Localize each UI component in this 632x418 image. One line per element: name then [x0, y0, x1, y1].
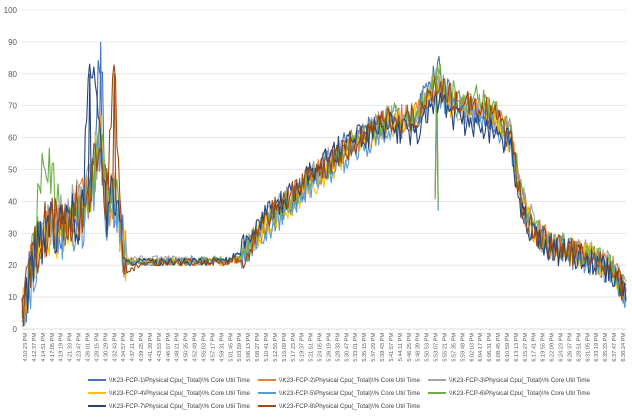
x-tick-label: 4:28:15 PM: [94, 333, 100, 362]
legend-label-5: \\K23-FCP-5\Physical Cpu(_Total)\% Core …: [279, 390, 421, 397]
y-tick-label: 40: [8, 197, 17, 206]
x-tick-label: 6:37:47 PM: [612, 333, 618, 362]
y-tick-label: 10: [8, 293, 17, 302]
x-tick-label: 5:48:39 PM: [416, 333, 422, 362]
x-tick-label: 4:10:23 PM: [23, 333, 29, 362]
x-tick-label: 5:21:51 PM: [309, 333, 315, 362]
x-tick-label: 5:46:25 PM: [407, 333, 413, 362]
series-8-peak: [112, 73, 117, 202]
series-6-peak: [434, 73, 439, 202]
x-tick-label: 4:46:07 PM: [166, 333, 172, 362]
x-tick-label: 5:33:01 PM: [353, 333, 359, 362]
y-tick-label: 90: [8, 38, 17, 47]
x-tick-label: 5:24:05 PM: [318, 333, 324, 362]
y-tick-label: 20: [8, 261, 17, 270]
x-tick-label: 4:57:17 PM: [210, 333, 216, 362]
x-tick-label: 4:14:51 PM: [41, 333, 47, 362]
x-tick-label: 5:41:57 PM: [389, 333, 395, 362]
x-tick-label: 4:32:43 PM: [112, 333, 118, 362]
x-tick-label: 4:37:11 PM: [130, 333, 136, 362]
x-tick-label: 5:15:09 PM: [282, 333, 288, 362]
series-line-8: [21, 64, 627, 327]
x-tick-label: 4:39:25 PM: [139, 333, 145, 362]
x-tick-label: 4:41:39 PM: [148, 333, 154, 362]
x-tick-label: 6:28:51 PM: [576, 333, 582, 362]
x-tick-label: 6:38:24 PM: [621, 333, 627, 362]
x-tick-label: 5:19:37 PM: [300, 333, 306, 362]
x-tick-label: 5:44:11 PM: [398, 333, 404, 362]
x-tick-label: 6:02:03 PM: [469, 333, 475, 362]
series-lines: [21, 41, 627, 327]
x-tick-label: 6:08:45 PM: [496, 333, 502, 362]
x-tick-label: 4:52:49 PM: [193, 333, 199, 362]
x-tick-label: 6:35:33 PM: [603, 333, 609, 362]
x-tick-label: 4:12:37 PM: [32, 333, 38, 362]
x-tick-label: 6:10:59 PM: [505, 333, 511, 362]
x-tick-label: 5:08:27 PM: [255, 333, 261, 362]
x-tick-label: 4:48:21 PM: [175, 333, 181, 362]
x-tick-label: 5:26:19 PM: [326, 333, 332, 362]
x-tick-label: 4:50:35 PM: [184, 333, 190, 362]
legend-label-1: \\K23-FCP-1\Physical Cpu(_Total)\% Core …: [109, 377, 251, 384]
legend-label-3: \\K23-FCP-3\Physical Cpu(_Total)\% Core …: [449, 377, 591, 384]
x-tick-label: 5:06:13 PM: [246, 333, 252, 362]
x-tick-label: 4:43:53 PM: [157, 333, 163, 362]
x-tick-label: 6:17:41 PM: [532, 333, 538, 362]
y-tick-label: 100: [4, 6, 18, 15]
x-tick-label: 6:33:19 PM: [594, 333, 600, 362]
y-axis-labels: 0 10 20 30 40 50 60 70 80 90 100: [4, 6, 18, 334]
x-tick-label: 5:53:07 PM: [434, 333, 440, 362]
x-tick-label: 6:13:13 PM: [514, 333, 520, 362]
x-tick-label: 5:03:59 PM: [237, 333, 243, 362]
y-tick-label: 70: [8, 102, 17, 111]
legend-label-2: \\K23-FCP-2\Physical Cpu(_Total)\% Core …: [279, 377, 421, 384]
y-tick-label: 60: [8, 134, 17, 143]
legend-label-6: \\K23-FCP-6\Physical Cpu(_Total)\% Core …: [449, 390, 591, 397]
legend: \\K23-FCP-1\Physical Cpu(_Total)\% Core …: [88, 377, 591, 410]
x-tick-label: 4:59:31 PM: [219, 333, 225, 362]
x-tick-label: 5:10:41 PM: [264, 333, 270, 362]
x-tick-label: 6:06:31 PM: [487, 333, 493, 362]
x-tick-label: 4:30:29 PM: [103, 333, 109, 362]
y-tick-label: 30: [8, 229, 17, 238]
x-tick-label: 5:57:35 PM: [451, 333, 457, 362]
x-tick-label: 6:22:09 PM: [550, 333, 556, 362]
x-tick-label: 4:34:57 PM: [121, 333, 127, 362]
x-tick-label: 5:55:21 PM: [442, 333, 448, 362]
x-tick-label: 6:26:37 PM: [567, 333, 573, 362]
legend-label-7: \\K23-FCP-7\Physical Cpu(_Total)\% Core …: [109, 403, 251, 410]
x-tick-label: 5:39:43 PM: [380, 333, 386, 362]
x-tick-label: 6:15:27 PM: [523, 333, 529, 362]
series-7-peak: [87, 73, 92, 202]
x-tick-label: 5:01:45 PM: [228, 333, 234, 362]
y-tick-label: 0: [13, 325, 18, 334]
x-tick-label: 5:17:23 PM: [291, 333, 297, 362]
x-tick-label: 5:35:15 PM: [362, 333, 368, 362]
legend-label-4: \\K23-FCP-4\Physical Cpu(_Total)\% Core …: [109, 390, 251, 397]
x-tick-label: 4:23:47 PM: [77, 333, 83, 362]
x-tick-label: 4:21:33 PM: [68, 333, 74, 362]
y-tick-label: 50: [8, 166, 17, 175]
x-tick-label: 4:26:01 PM: [85, 333, 91, 362]
y-tick-label: 80: [8, 70, 17, 79]
x-tick-label: 5:50:53 PM: [425, 333, 431, 362]
x-tick-label: 5:12:55 PM: [273, 333, 279, 362]
x-tick-label: 5:30:47 PM: [344, 333, 350, 362]
legend-label-8: \\K23-FCP-8\Physical Cpu(_Total)\% Core …: [279, 403, 421, 410]
x-tick-label: 4:55:03 PM: [202, 333, 208, 362]
x-tick-label: 6:24:23 PM: [559, 333, 565, 362]
x-tick-label: 5:37:29 PM: [371, 333, 377, 362]
x-tick-label: 4:17:05 PM: [50, 333, 56, 362]
x-axis-labels: 4:10:23 PM 4:12:37 PM 4:14:51 PM 4:17:05 PM…: [23, 329, 627, 362]
x-tick-label: 5:59:49 PM: [460, 333, 466, 362]
x-tick-label: 6:04:17 PM: [478, 333, 484, 362]
x-tick-label: 6:19:55 PM: [541, 333, 547, 362]
x-tick-label: 4:19:19 PM: [59, 333, 65, 362]
x-tick-label: 5:28:33 PM: [335, 333, 341, 362]
x-tick-label: 6:31:05 PM: [585, 333, 591, 362]
